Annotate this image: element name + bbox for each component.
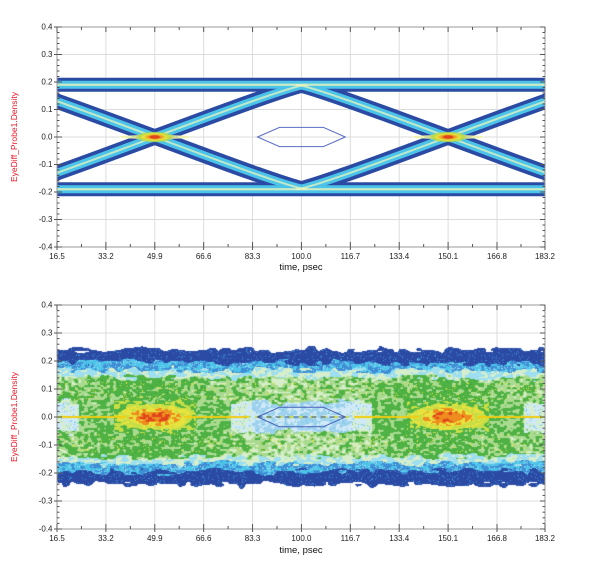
svg-text:-0.4: -0.4 — [39, 243, 53, 252]
svg-text:0.4: 0.4 — [41, 301, 53, 310]
svg-text:133.4: 133.4 — [389, 534, 410, 543]
svg-text:49.9: 49.9 — [147, 252, 163, 261]
y-axis-label-top: EyeDiff_Probe1.Density — [9, 91, 19, 183]
svg-text:66.6: 66.6 — [196, 252, 212, 261]
eye-density-heatmap-bottom — [57, 305, 545, 529]
svg-text:16.5: 16.5 — [49, 252, 65, 261]
svg-text:-0.1: -0.1 — [39, 160, 53, 169]
svg-text:83.3: 83.3 — [245, 252, 261, 261]
x-axis-label-top: time, psec — [279, 262, 323, 273]
svg-text:0.2: 0.2 — [41, 78, 53, 87]
svg-text:100.0: 100.0 — [291, 252, 312, 261]
svg-text:0.1: 0.1 — [41, 105, 53, 114]
svg-text:83.3: 83.3 — [245, 534, 261, 543]
svg-text:150.1: 150.1 — [438, 534, 459, 543]
svg-text:166.8: 166.8 — [487, 252, 508, 261]
svg-text:33.2: 33.2 — [98, 534, 114, 543]
svg-text:-0.3: -0.3 — [39, 497, 53, 506]
svg-text:-0.2: -0.2 — [39, 188, 53, 197]
svg-text:0.0: 0.0 — [41, 133, 53, 142]
svg-text:-0.3: -0.3 — [39, 215, 53, 224]
svg-text:0.2: 0.2 — [41, 357, 53, 366]
svg-text:133.4: 133.4 — [389, 252, 410, 261]
svg-text:0.3: 0.3 — [41, 329, 53, 338]
svg-text:-0.4: -0.4 — [39, 525, 53, 534]
svg-text:49.9: 49.9 — [147, 534, 163, 543]
svg-text:0.4: 0.4 — [41, 23, 53, 32]
svg-text:-0.1: -0.1 — [39, 441, 53, 450]
svg-text:116.7: 116.7 — [341, 534, 361, 543]
svg-text:150.1: 150.1 — [438, 252, 459, 261]
x-axis-label-bottom: time, psec — [279, 545, 323, 556]
svg-text:183.2: 183.2 — [535, 534, 556, 543]
svg-text:0.1: 0.1 — [41, 385, 53, 394]
svg-text:116.7: 116.7 — [341, 252, 361, 261]
svg-text:0.3: 0.3 — [41, 50, 53, 59]
svg-text:183.2: 183.2 — [535, 252, 556, 261]
svg-text:33.2: 33.2 — [98, 252, 114, 261]
svg-text:66.6: 66.6 — [196, 534, 212, 543]
y-axis-label-bottom: EyeDiff_Probe1.Density — [9, 371, 19, 463]
svg-text:0.0: 0.0 — [41, 413, 53, 422]
svg-text:-0.2: -0.2 — [39, 469, 53, 478]
svg-text:100.0: 100.0 — [291, 534, 312, 543]
svg-text:166.8: 166.8 — [487, 534, 508, 543]
svg-text:16.5: 16.5 — [49, 534, 65, 543]
